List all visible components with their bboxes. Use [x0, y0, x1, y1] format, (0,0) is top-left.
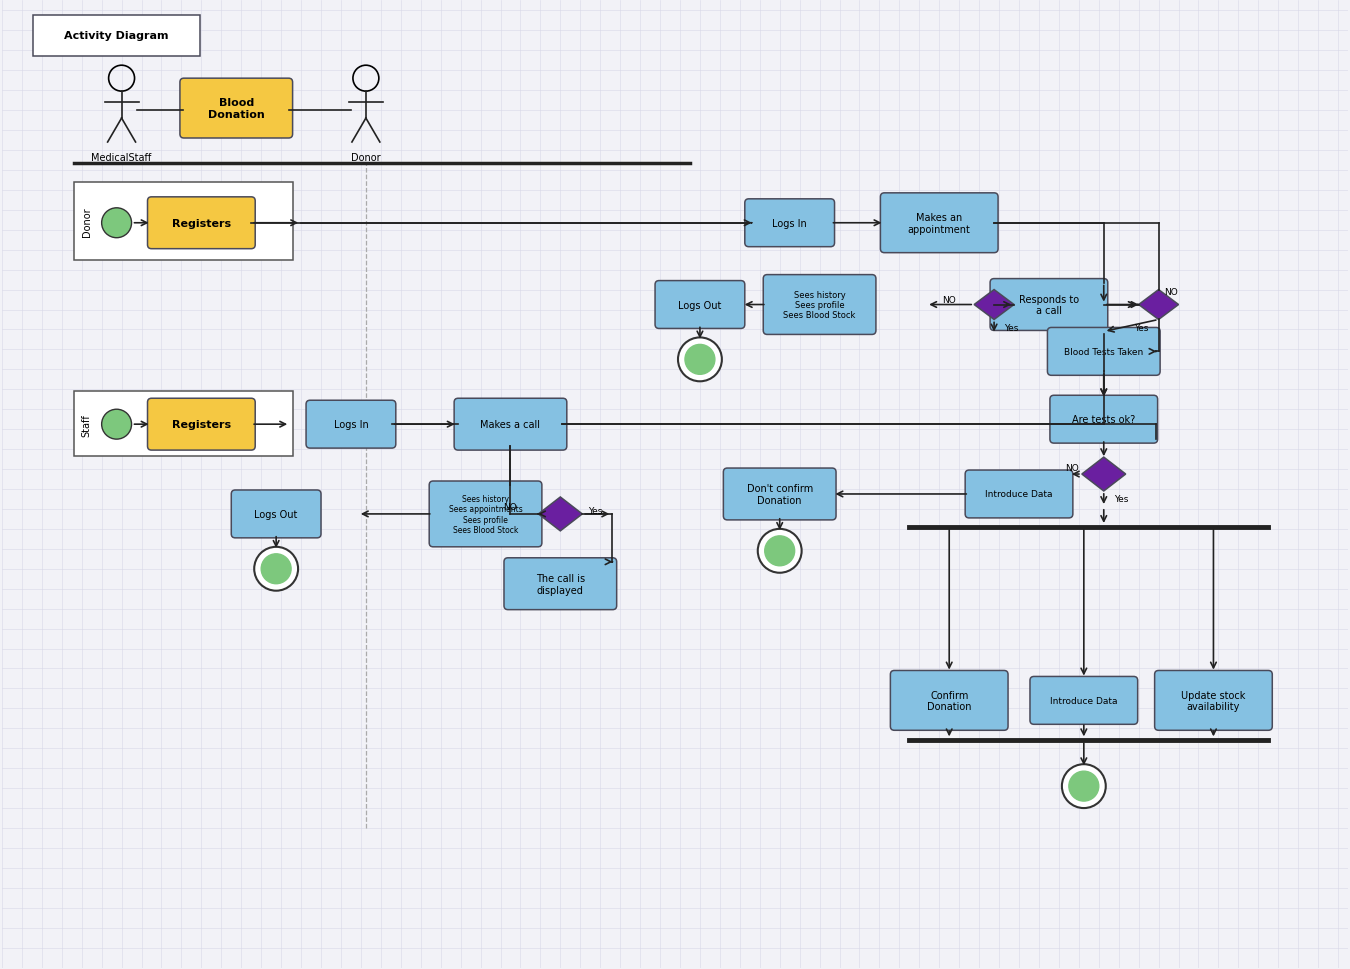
Text: NO: NO — [1065, 463, 1079, 472]
Text: Introduce Data: Introduce Data — [986, 490, 1053, 499]
Text: NO: NO — [942, 296, 956, 304]
FancyBboxPatch shape — [891, 671, 1008, 731]
Circle shape — [261, 554, 292, 584]
Text: NO: NO — [504, 503, 517, 512]
FancyBboxPatch shape — [231, 490, 321, 539]
Text: Makes a call: Makes a call — [481, 420, 540, 429]
Text: Responds to
a call: Responds to a call — [1019, 295, 1079, 316]
Text: Yes: Yes — [1004, 324, 1018, 332]
Text: Makes an
appointment: Makes an appointment — [907, 213, 971, 234]
Polygon shape — [975, 291, 1014, 320]
FancyBboxPatch shape — [454, 399, 567, 451]
Text: NO: NO — [1164, 288, 1177, 297]
FancyBboxPatch shape — [32, 16, 200, 56]
Circle shape — [101, 208, 131, 238]
FancyBboxPatch shape — [74, 183, 293, 261]
Text: Sees history
Sees appointments
Sees profile
Sees Blood Stock: Sees history Sees appointments Sees prof… — [448, 494, 522, 535]
Circle shape — [101, 410, 131, 440]
Polygon shape — [539, 497, 582, 531]
Text: Registers: Registers — [171, 219, 231, 229]
Circle shape — [678, 338, 722, 382]
FancyBboxPatch shape — [745, 200, 834, 247]
FancyBboxPatch shape — [180, 79, 293, 139]
FancyBboxPatch shape — [74, 391, 293, 456]
FancyBboxPatch shape — [147, 399, 255, 451]
FancyBboxPatch shape — [429, 482, 541, 547]
Circle shape — [684, 345, 716, 375]
Circle shape — [1062, 765, 1106, 808]
Text: Update stock
availability: Update stock availability — [1181, 690, 1246, 711]
Text: Blood Tests Taken: Blood Tests Taken — [1064, 348, 1143, 357]
Text: Yes: Yes — [589, 507, 602, 516]
FancyBboxPatch shape — [990, 279, 1108, 331]
FancyBboxPatch shape — [147, 198, 255, 249]
Text: Logs Out: Logs Out — [254, 510, 298, 519]
FancyBboxPatch shape — [306, 401, 396, 449]
Text: Yes: Yes — [1134, 324, 1148, 332]
FancyBboxPatch shape — [1154, 671, 1272, 731]
Text: Donor: Donor — [82, 206, 92, 236]
Text: Sees history
Sees profile
Sees Blood Stock: Sees history Sees profile Sees Blood Sto… — [783, 291, 856, 320]
Text: Introduce Data: Introduce Data — [1050, 696, 1118, 705]
FancyBboxPatch shape — [1048, 328, 1160, 376]
Text: Confirm
Donation: Confirm Donation — [927, 690, 972, 711]
Polygon shape — [1138, 291, 1179, 320]
FancyBboxPatch shape — [965, 471, 1073, 518]
FancyBboxPatch shape — [880, 194, 998, 254]
FancyBboxPatch shape — [724, 469, 836, 520]
Text: Logs Out: Logs Out — [678, 300, 722, 310]
FancyBboxPatch shape — [655, 281, 745, 329]
Text: Staff: Staff — [82, 414, 92, 436]
Text: Registers: Registers — [171, 420, 231, 429]
Text: Activity Diagram: Activity Diagram — [65, 31, 169, 42]
Text: Are tests ok?: Are tests ok? — [1072, 415, 1135, 424]
Circle shape — [1069, 771, 1099, 801]
FancyBboxPatch shape — [1050, 396, 1157, 444]
FancyBboxPatch shape — [1030, 676, 1138, 725]
Circle shape — [764, 536, 795, 566]
Circle shape — [254, 547, 298, 591]
Text: Blood
Donation: Blood Donation — [208, 98, 265, 120]
Text: Don't confirm
Donation: Don't confirm Donation — [747, 484, 813, 505]
Text: Yes: Yes — [1114, 495, 1129, 504]
FancyBboxPatch shape — [763, 275, 876, 335]
Text: MedicalStaff: MedicalStaff — [92, 153, 151, 163]
Polygon shape — [1081, 457, 1126, 491]
FancyBboxPatch shape — [504, 558, 617, 610]
Text: The call is
displayed: The call is displayed — [536, 574, 585, 595]
Text: Logs In: Logs In — [772, 219, 807, 229]
Text: Logs In: Logs In — [333, 420, 369, 429]
Text: Donor: Donor — [351, 153, 381, 163]
Circle shape — [757, 529, 802, 573]
